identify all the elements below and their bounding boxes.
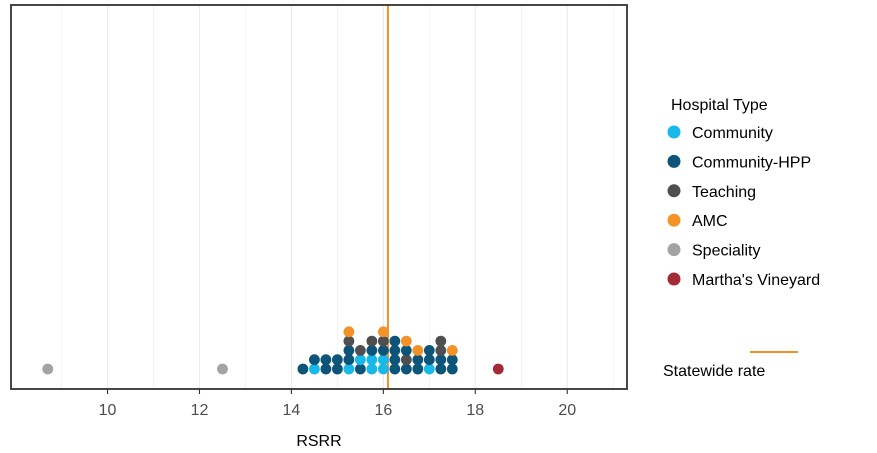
dot-community-hpp: [320, 354, 332, 366]
dot-community-hpp: [423, 345, 435, 356]
dot-community-hpp: [400, 363, 412, 375]
dot-community-hpp: [331, 354, 343, 366]
dot-teaching: [377, 335, 389, 347]
legend-key-martha-s-vineyard: [667, 272, 681, 286]
legend-items: Community Community-HPP Teaching AMC Special…: [667, 125, 820, 289]
dot-community-hpp: [297, 363, 309, 375]
dot-community: [366, 354, 378, 366]
plot-panel-border: [10, 4, 628, 390]
dot-community-hpp: [354, 363, 366, 375]
vertical-gridlines: [61, 5, 614, 389]
dot-community-hpp: [343, 345, 355, 356]
legend: Hospital Type Community Community-HPP Teac…: [663, 97, 820, 380]
dot-community-hpp: [389, 335, 401, 347]
legend-label-speciality: Speciality: [692, 243, 760, 260]
dot-community: [366, 363, 378, 375]
legend-label-community-hpp: Community-HPP: [692, 154, 811, 171]
dot-amc: [412, 345, 424, 356]
dot-amc: [377, 326, 389, 338]
dot-amc: [446, 345, 458, 356]
dot-community: [377, 354, 389, 366]
legend-key-community: [667, 125, 681, 139]
dot-amc: [400, 335, 412, 347]
x-tick-label: 20: [558, 402, 576, 419]
dot-community-hpp: [435, 354, 447, 366]
x-tick-label: 10: [99, 402, 117, 419]
dot-martha-s-vineyard: [492, 363, 504, 375]
x-tick-label: 16: [374, 402, 392, 419]
dot-community-hpp: [377, 345, 389, 356]
dot-speciality: [42, 363, 54, 375]
dot-teaching: [354, 345, 366, 356]
dot-community-hpp: [412, 363, 424, 375]
dot-community-hpp: [446, 354, 458, 366]
dot-community-hpp: [435, 363, 447, 375]
x-tick-label: 12: [191, 402, 209, 419]
dot-community-hpp: [389, 363, 401, 375]
dot-community: [343, 363, 355, 375]
dot-community-hpp: [389, 345, 401, 356]
x-axis-title: RSRR: [296, 433, 341, 450]
legend-label-amc: AMC: [692, 213, 728, 230]
dot-teaching: [435, 345, 447, 356]
dot-community-hpp: [412, 354, 424, 366]
dot-community: [354, 354, 366, 366]
dot-speciality: [217, 363, 228, 375]
dot-community-hpp: [400, 345, 412, 356]
legend-key-speciality: [667, 243, 681, 257]
dot-community: [377, 363, 389, 375]
dot-community-hpp: [366, 345, 378, 356]
dot-teaching: [400, 354, 412, 366]
legend-label-teaching: Teaching: [692, 184, 756, 201]
dot-community-hpp: [320, 363, 332, 375]
legend-key-amc: [667, 213, 681, 227]
legend-key-teaching: [667, 184, 681, 198]
x-axis: 10 12 14 16 18 20: [99, 389, 576, 419]
legend-key-community-hpp: [667, 154, 681, 168]
x-tick-label: 14: [283, 402, 301, 419]
dot-community: [309, 363, 320, 375]
dot-community-hpp: [446, 363, 458, 375]
dot-community-hpp: [389, 354, 401, 366]
x-tick-label: 18: [466, 402, 484, 419]
legend-label-community: Community: [692, 125, 773, 142]
statewide-rate-label: Statewide rate: [663, 363, 765, 380]
dot-teaching: [366, 335, 378, 347]
dot-teaching: [343, 335, 355, 347]
dot-community: [423, 363, 435, 375]
dot-teaching: [435, 335, 447, 347]
dot-community-hpp: [343, 354, 355, 366]
data-points: [42, 326, 504, 375]
legend-label-martha-s-vineyard: Martha's Vineyard: [692, 272, 820, 289]
dot-amc: [343, 326, 355, 338]
dot-community-hpp: [331, 363, 343, 375]
dot-community-hpp: [423, 354, 435, 366]
legend-title: Hospital Type: [671, 97, 768, 114]
dot-community-hpp: [309, 354, 320, 366]
